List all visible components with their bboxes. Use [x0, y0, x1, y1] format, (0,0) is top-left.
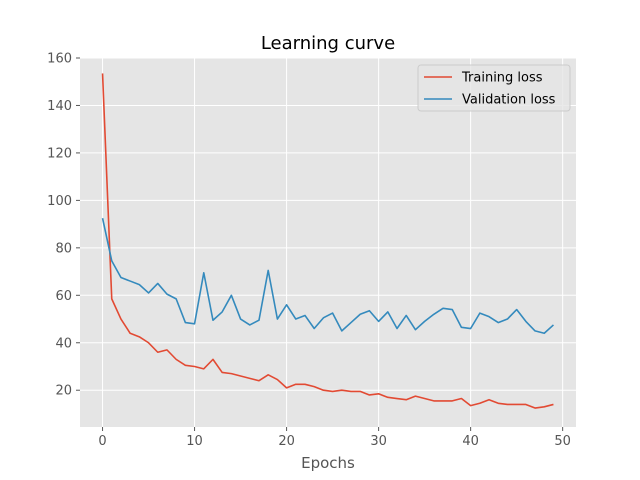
series-line-training-loss	[101, 73, 554, 409]
x-tick-label: 40	[462, 434, 479, 449]
y-tick-label: 160	[47, 52, 72, 67]
x-tick-label: 20	[278, 434, 295, 449]
plot-area	[80, 58, 576, 427]
series-lines	[101, 73, 554, 409]
y-axis-ticks: 20 40 60 80 100 120 140 160	[47, 52, 80, 399]
x-tick-label: 0	[98, 434, 106, 449]
x-axis-ticks: 0 10 20 30 40 50	[98, 427, 571, 449]
x-tick-label: 10	[186, 434, 203, 449]
grid-lines	[80, 57, 576, 427]
y-tick-label: 60	[55, 289, 72, 304]
y-tick-label: 140	[47, 99, 72, 114]
legend-label-validation-loss: Validation loss	[462, 93, 556, 108]
legend-box	[417, 64, 571, 112]
x-tick-label: 30	[370, 434, 387, 449]
y-tick-label: 20	[55, 384, 72, 399]
series-line-validation-loss	[101, 218, 554, 335]
x-tick-label: 50	[554, 434, 571, 449]
x-axis-label: Epochs	[301, 454, 355, 472]
y-tick-label: 40	[55, 336, 72, 351]
y-tick-label: 100	[47, 194, 72, 209]
y-tick-label: 80	[55, 241, 72, 256]
legend-label-training-loss: Training loss	[461, 71, 543, 86]
chart-title: Learning curve	[261, 33, 395, 54]
y-tick-label: 120	[47, 146, 72, 161]
legend: Training loss Validation loss	[417, 64, 571, 112]
